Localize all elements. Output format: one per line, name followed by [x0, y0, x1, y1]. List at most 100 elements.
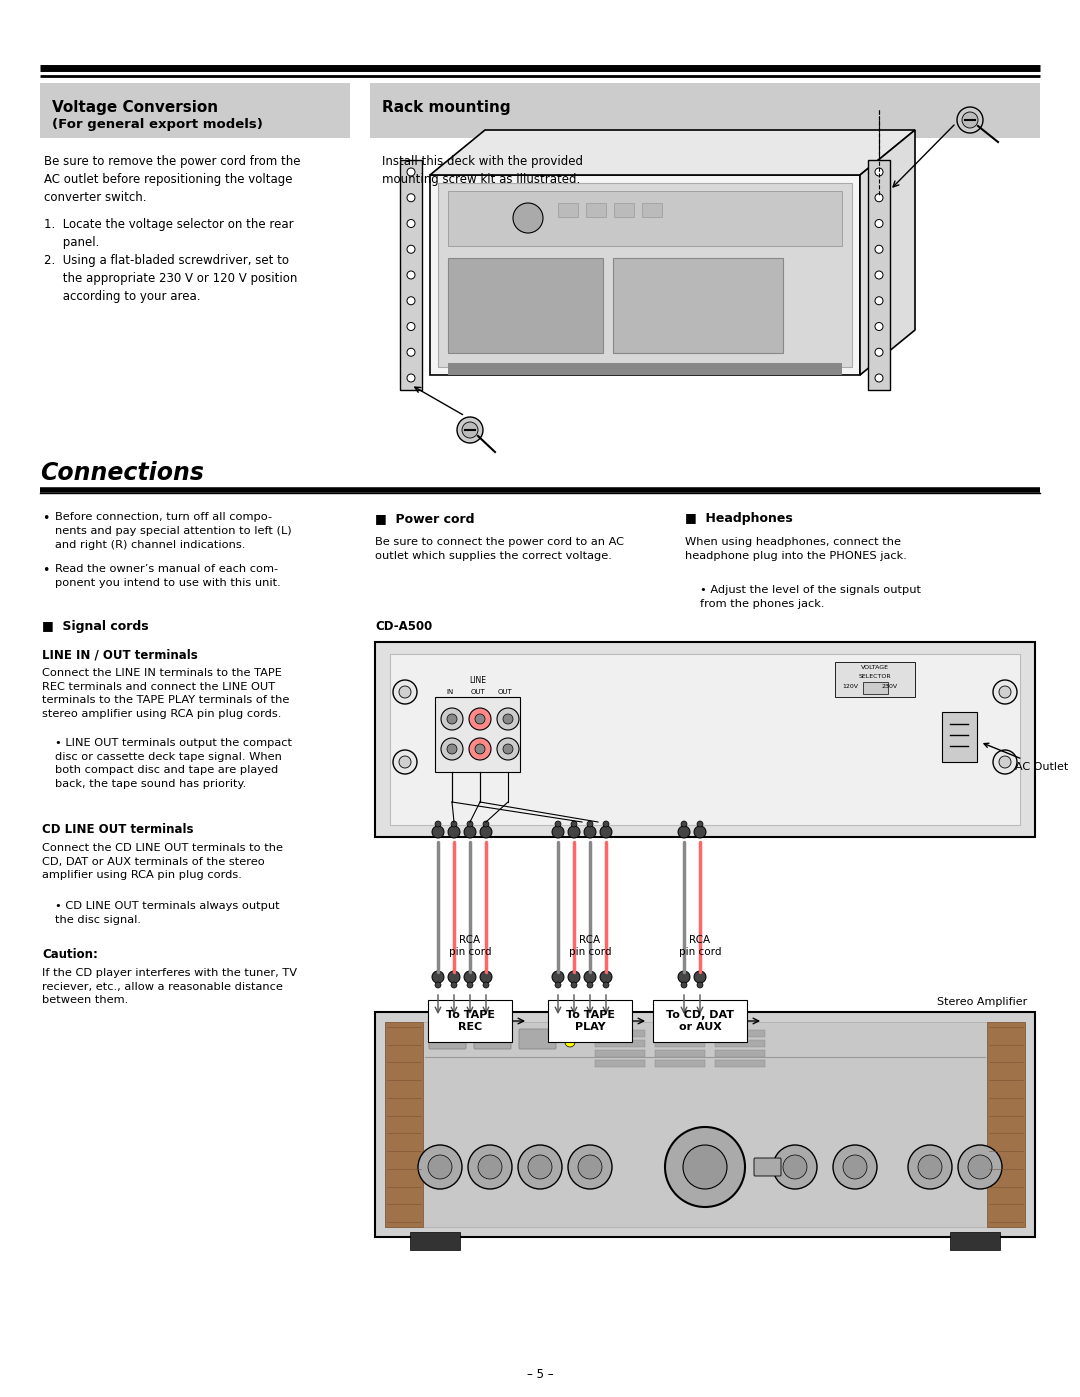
Circle shape	[418, 1146, 462, 1189]
Circle shape	[875, 323, 883, 331]
Text: Voltage Conversion: Voltage Conversion	[52, 101, 218, 115]
Circle shape	[441, 738, 463, 760]
Circle shape	[469, 738, 491, 760]
FancyBboxPatch shape	[715, 1039, 765, 1046]
FancyBboxPatch shape	[754, 1158, 781, 1176]
FancyBboxPatch shape	[375, 643, 1035, 837]
Circle shape	[407, 219, 415, 228]
Circle shape	[681, 821, 687, 827]
Circle shape	[503, 714, 513, 724]
Circle shape	[552, 826, 564, 838]
FancyBboxPatch shape	[654, 1051, 705, 1058]
FancyBboxPatch shape	[586, 203, 606, 217]
Text: CD LINE OUT terminals: CD LINE OUT terminals	[42, 823, 193, 835]
FancyBboxPatch shape	[715, 1030, 765, 1037]
FancyBboxPatch shape	[448, 191, 842, 246]
FancyBboxPatch shape	[654, 1060, 705, 1067]
FancyBboxPatch shape	[595, 1030, 645, 1037]
Circle shape	[568, 971, 580, 983]
FancyBboxPatch shape	[987, 1023, 1025, 1227]
Circle shape	[568, 826, 580, 838]
Text: Before connection, turn off all compo-
nents and pay special attention to left (: Before connection, turn off all compo- n…	[55, 511, 292, 550]
Circle shape	[600, 826, 612, 838]
Polygon shape	[860, 130, 915, 374]
Circle shape	[435, 982, 441, 988]
Circle shape	[681, 982, 687, 988]
Circle shape	[432, 826, 444, 838]
Text: Connections: Connections	[40, 461, 204, 485]
FancyBboxPatch shape	[435, 697, 519, 773]
Text: •: •	[42, 511, 50, 525]
Text: To CD, DAT
or AUX: To CD, DAT or AUX	[666, 1010, 734, 1032]
FancyBboxPatch shape	[428, 1000, 512, 1042]
Text: • Adjust the level of the signals output
from the phones jack.: • Adjust the level of the signals output…	[700, 585, 921, 609]
FancyBboxPatch shape	[868, 161, 890, 390]
Circle shape	[399, 756, 411, 768]
Circle shape	[497, 738, 519, 760]
FancyBboxPatch shape	[615, 203, 634, 217]
Text: If the CD player interferes with the tuner, TV
reciever, etc., allow a reasonabl: If the CD player interferes with the tun…	[42, 968, 297, 1006]
FancyBboxPatch shape	[410, 1232, 460, 1250]
Circle shape	[441, 708, 463, 731]
Circle shape	[565, 1037, 575, 1046]
Circle shape	[588, 982, 593, 988]
Circle shape	[999, 686, 1011, 698]
Text: IN: IN	[446, 689, 454, 694]
Circle shape	[393, 750, 417, 774]
Circle shape	[469, 708, 491, 731]
Circle shape	[513, 203, 543, 233]
Circle shape	[875, 246, 883, 253]
Circle shape	[448, 971, 460, 983]
Circle shape	[468, 1146, 512, 1189]
FancyBboxPatch shape	[448, 363, 842, 374]
Circle shape	[480, 826, 492, 838]
Circle shape	[697, 982, 703, 988]
FancyBboxPatch shape	[558, 203, 578, 217]
Circle shape	[697, 821, 703, 827]
Text: Be sure to remove the power cord from the
AC outlet before repositioning the vol: Be sure to remove the power cord from th…	[44, 155, 300, 204]
Circle shape	[908, 1146, 951, 1189]
Circle shape	[694, 826, 706, 838]
Circle shape	[464, 826, 476, 838]
Text: VOLTAGE: VOLTAGE	[861, 665, 889, 671]
Circle shape	[588, 821, 593, 827]
Text: OUT: OUT	[498, 689, 512, 694]
FancyBboxPatch shape	[715, 1060, 765, 1067]
Circle shape	[875, 219, 883, 228]
Circle shape	[773, 1146, 816, 1189]
Text: OUT: OUT	[471, 689, 485, 694]
Circle shape	[480, 971, 492, 983]
FancyBboxPatch shape	[950, 1232, 1000, 1250]
Text: When using headphones, connect the
headphone plug into the PHONES jack.: When using headphones, connect the headp…	[685, 536, 907, 562]
Circle shape	[958, 1146, 1002, 1189]
Circle shape	[407, 323, 415, 331]
Text: Connect the LINE IN terminals to the TAPE
REC terminals and connect the LINE OUT: Connect the LINE IN terminals to the TAP…	[42, 668, 289, 719]
Circle shape	[435, 821, 441, 827]
Circle shape	[407, 194, 415, 201]
Text: (For general export models): (For general export models)	[52, 117, 262, 131]
FancyBboxPatch shape	[375, 1011, 1035, 1236]
Text: To TAPE
REC: To TAPE REC	[446, 1010, 495, 1032]
Circle shape	[475, 714, 485, 724]
Circle shape	[571, 982, 577, 988]
Circle shape	[528, 1155, 552, 1179]
Text: Stereo Amplifier: Stereo Amplifier	[936, 997, 1027, 1007]
FancyBboxPatch shape	[519, 1030, 556, 1049]
Text: AC Outlet: AC Outlet	[984, 743, 1068, 773]
FancyBboxPatch shape	[438, 183, 852, 367]
Circle shape	[584, 826, 596, 838]
Text: Install this deck with the provided
mounting screw kit as illustrated.: Install this deck with the provided moun…	[382, 155, 583, 186]
Circle shape	[678, 971, 690, 983]
Circle shape	[464, 971, 476, 983]
Circle shape	[451, 982, 457, 988]
FancyBboxPatch shape	[384, 1023, 423, 1227]
FancyBboxPatch shape	[429, 1030, 465, 1049]
Circle shape	[603, 982, 609, 988]
Circle shape	[578, 1155, 602, 1179]
Text: LINE: LINE	[470, 676, 486, 685]
Circle shape	[467, 982, 473, 988]
Text: Rack mounting: Rack mounting	[382, 101, 511, 115]
Circle shape	[503, 745, 513, 754]
Text: ■  Headphones: ■ Headphones	[685, 511, 793, 525]
Circle shape	[393, 680, 417, 704]
